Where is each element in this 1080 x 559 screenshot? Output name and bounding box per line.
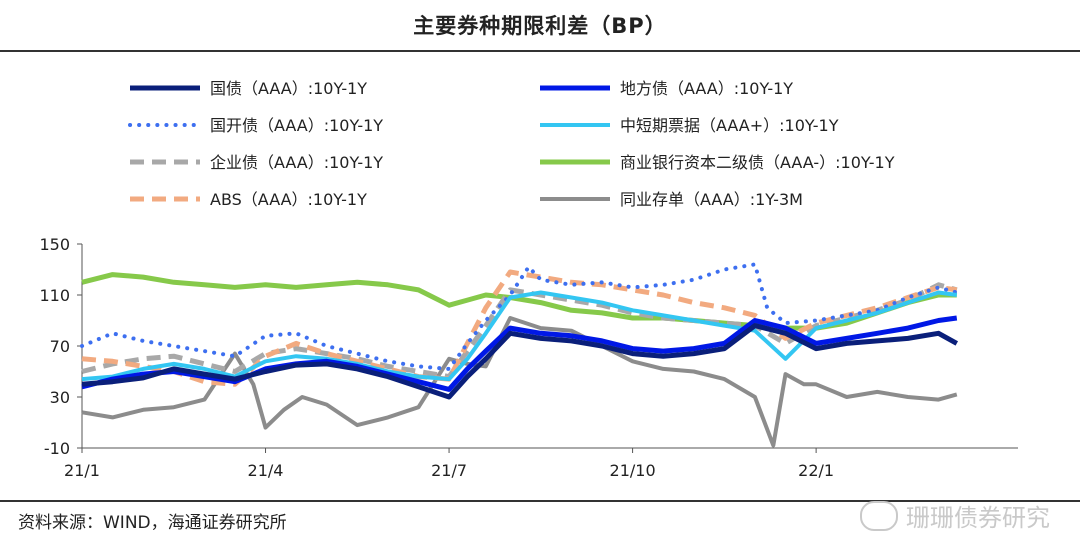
y-tick-label: -10 (44, 439, 70, 458)
y-tick-label: 70 (50, 337, 70, 356)
legend: 国债（AAA）:10Y-1Y 地方债（AAA）:10Y-1Y 国开债（AAA）:10… (128, 79, 895, 209)
series-line-2 (81, 315, 958, 392)
legend-label-2: 地方债（AAA）:10Y-1Y (620, 79, 793, 98)
title-bar: 主要券种期限利差（BP） (0, 0, 1080, 52)
source-note: 资料来源：WIND，海通证券研究所 (18, 513, 287, 533)
wechat-icon (860, 500, 898, 531)
x-tick-label: 22/1 (798, 461, 834, 480)
axes: 150 110 70 30 -10 21/1 21/4 21/7 21/10 22/1 (39, 235, 1018, 480)
chart: 国债（AAA）:10Y-1Y 地方债（AAA）:10Y-1Y 国开债（AAA）:10… (39, 79, 1018, 480)
series-line-5 (81, 282, 958, 380)
legend-label-7: ABS（AAA）:10Y-1Y (210, 190, 367, 209)
plot-area (80, 262, 959, 448)
legend-label-6: 商业银行资本二级债（AAA-）:10Y-1Y (620, 153, 895, 172)
y-tick-label: 30 (50, 388, 70, 407)
series-line-7 (81, 269, 958, 387)
legend-label-8: 同业存单（AAA）:1Y-3M (620, 190, 803, 209)
y-tick-label: 110 (39, 286, 70, 305)
bottom-rule (0, 500, 1080, 502)
legend-label-3: 国开债（AAA）:10Y-1Y (210, 116, 383, 135)
watermark: 珊珊债券研究 (860, 498, 1050, 533)
y-tick-label: 150 (39, 235, 70, 254)
x-tick-label: 21/1 (64, 461, 100, 480)
x-tick-label: 21/10 (610, 461, 656, 480)
legend-label-4: 中短期票据（AAA+）:10Y-1Y (620, 116, 839, 135)
series-line-3 (80, 262, 959, 371)
chart-title: 主要券种期限利差（BP） (413, 14, 667, 38)
legend-label-5: 企业债（AAA）:10Y-1Y (210, 153, 383, 172)
x-tick-label: 21/7 (431, 461, 467, 480)
watermark-text: 珊珊债券研究 (906, 504, 1050, 532)
x-tick-label: 21/4 (248, 461, 284, 480)
legend-label-1: 国债（AAA）:10Y-1Y (210, 79, 367, 98)
series-line-1 (81, 323, 959, 400)
